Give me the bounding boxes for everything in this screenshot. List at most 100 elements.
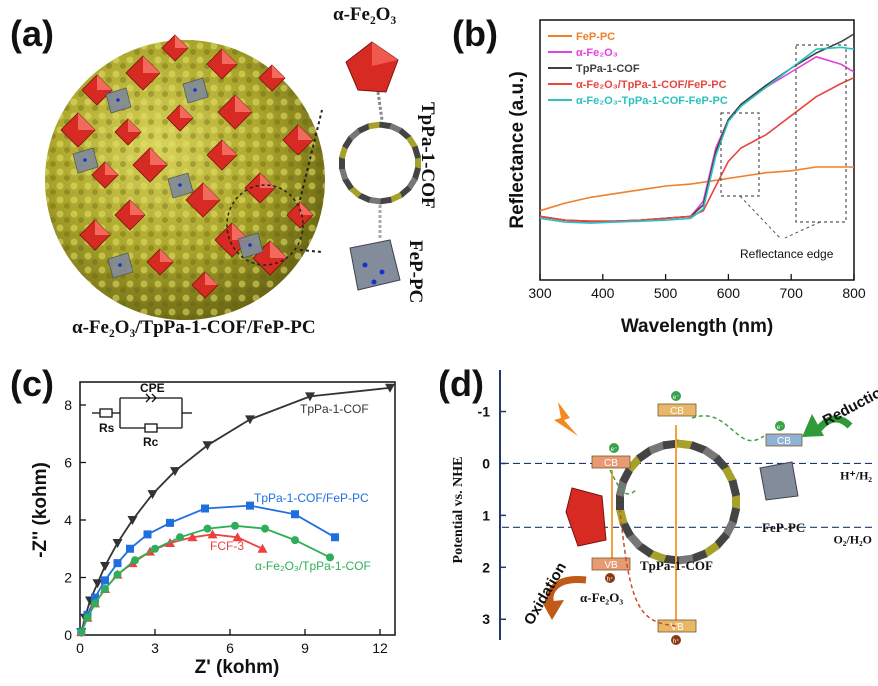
charge-carrier-icon bbox=[605, 573, 615, 583]
oxidation-arrowhead bbox=[542, 600, 564, 620]
chart-c-point bbox=[92, 579, 103, 589]
label-composite-a: α-Fe₂O₃/TpPa-1-COF/FeP-PC bbox=[72, 317, 316, 338]
cof-ring-unit bbox=[411, 167, 422, 181]
fe2o3-particle-highlight bbox=[260, 173, 275, 188]
chart-c-frame bbox=[79, 381, 396, 636]
chart-b-xtick-label: 500 bbox=[654, 285, 678, 301]
charge-carrier-label: h⁺ bbox=[607, 576, 614, 583]
panel-a: (a) α-Fe₂O₃ TpPa-1-COF FeP-PC α-Fe₂O₃/Tp… bbox=[0, 0, 440, 340]
panel-c-letter: (c) bbox=[10, 363, 54, 404]
chart-b-series bbox=[539, 33, 855, 224]
charge-carrier-icon bbox=[609, 443, 619, 453]
chart-c-point bbox=[246, 501, 254, 510]
chart-c-xtick-label: 12 bbox=[372, 640, 388, 656]
cof-ring-unit bbox=[722, 466, 737, 484]
potential-tick-label: 2 bbox=[482, 559, 490, 575]
fe2o3-particle-highlight bbox=[143, 56, 160, 73]
chart-b-series-line bbox=[539, 76, 855, 222]
chart-b-ylabel: Reflectance (a.u.) bbox=[507, 71, 528, 228]
panel-d-letter: (d) bbox=[440, 363, 484, 404]
cof-ring-unit bbox=[379, 196, 392, 205]
chart-c-point bbox=[101, 576, 109, 585]
zoom-line-bottom bbox=[299, 249, 323, 253]
fe2o3-vb-band bbox=[591, 557, 631, 571]
charge-carrier-icon bbox=[775, 421, 785, 431]
band-diagram: (d) -1 0 1 2 3 Potential vs. NHE H⁺/H₂ O₂/H₂O… bbox=[438, 363, 878, 645]
fep-particle-dot bbox=[193, 88, 197, 92]
electron-transfer-2 bbox=[691, 415, 765, 442]
chart-b-axis-ticks: 300 400 500 600 700 800 bbox=[528, 274, 866, 301]
fep-cube bbox=[349, 239, 401, 291]
cof-ring-unit bbox=[619, 520, 634, 538]
chart-b-legend: FeP-PC α-Fe₂O₃ TpPa-1-COF α-Fe₂O₃/TpPa-1-CO… bbox=[548, 31, 728, 107]
chart-b-xtick-label: 800 bbox=[842, 285, 866, 301]
chart-b-legend-label: TpPa-1-COF bbox=[576, 63, 640, 75]
fep-particle-dot bbox=[83, 158, 87, 162]
cof-ring-unit bbox=[342, 135, 354, 150]
fep-particle-d bbox=[759, 461, 799, 501]
series-label-tppa-fep: TpPa-1-COF/FeP-PC bbox=[254, 491, 369, 505]
cof-vb-label: VB bbox=[670, 622, 684, 633]
chart-c-point bbox=[305, 392, 315, 402]
circuit-cpe-symbol bbox=[145, 393, 157, 403]
chart-b-xtick-label: 400 bbox=[591, 285, 615, 301]
charge-carrier-icon bbox=[671, 391, 681, 401]
chart-b-legend-label: α-Fe₂O₃ bbox=[576, 47, 618, 59]
fe2o3-cb-label: CB bbox=[604, 458, 618, 469]
chart-b-legend-label: FeP-PC bbox=[576, 31, 615, 43]
chart-c-point bbox=[143, 530, 152, 539]
cof-ring-unit bbox=[636, 541, 654, 558]
fe2o3-particle-highlight bbox=[175, 35, 188, 48]
cof-ring-unit bbox=[338, 145, 349, 159]
cof-cb-band bbox=[657, 403, 697, 417]
cof-ring-unit bbox=[713, 531, 730, 550]
edge-arrow-1 bbox=[739, 195, 781, 239]
cof-ring-unit bbox=[676, 554, 694, 565]
chart-c-point bbox=[203, 524, 212, 533]
cof-ring-unit bbox=[348, 185, 362, 198]
chart-c-point bbox=[176, 533, 184, 542]
chart-c-point bbox=[91, 593, 99, 602]
fe2o3-particle-highlight bbox=[95, 220, 110, 235]
fe2o3-particle-highlight bbox=[130, 200, 145, 215]
cof-ring-unit bbox=[398, 128, 412, 141]
chart-c-point bbox=[207, 529, 218, 539]
cof-ring-unit bbox=[389, 192, 403, 203]
cof-ring-unit bbox=[616, 494, 624, 510]
chart-c-point bbox=[147, 490, 158, 500]
charge-carrier-label: e⁻ bbox=[611, 447, 618, 453]
label-fep-a: FeP-PC bbox=[405, 240, 426, 303]
chart-c-point bbox=[232, 532, 243, 542]
chart-c-point bbox=[113, 559, 122, 568]
chart-c-point bbox=[112, 539, 123, 548]
fep-dot-3 bbox=[371, 279, 377, 285]
chart-c-point bbox=[231, 521, 239, 530]
label-cof-a: TpPa-1-COF bbox=[417, 102, 438, 209]
redox-level-label: O₂/H₂O bbox=[833, 532, 872, 546]
chart-c-series-line bbox=[80, 386, 391, 633]
chart-b-frame bbox=[539, 19, 855, 281]
series-label-fcf3: FCF-3 bbox=[210, 539, 244, 553]
circuit-rc-resistor bbox=[144, 423, 158, 433]
reflectance-chart: (b) 300 400 500 600 700 800 Reflectance edge … bbox=[452, 13, 866, 337]
fep-dot-2 bbox=[379, 269, 385, 275]
edge-arrow-2 bbox=[784, 221, 821, 239]
chart-c-point bbox=[100, 562, 110, 571]
chart-c-ytick-label: 4 bbox=[64, 512, 72, 528]
cof-ring-unit bbox=[689, 441, 708, 455]
cof-ring-unit bbox=[619, 466, 634, 484]
fep-particle-dot bbox=[248, 243, 252, 247]
chart-c-point bbox=[245, 415, 255, 425]
potential-axis-label: Potential vs. NHE bbox=[451, 457, 466, 564]
chart-c-ylabel: -Z'' (kohm) bbox=[30, 462, 51, 558]
band-edges: CB VB CB VB CB e⁻ e⁻ e⁻ h⁺ h⁺ bbox=[591, 391, 803, 645]
cof-ring-unit bbox=[406, 135, 418, 150]
circuit-cpe-label: CPE bbox=[140, 381, 165, 395]
surface-particles bbox=[60, 34, 314, 299]
label-tppa-d: TpPa-1-COF bbox=[640, 558, 713, 573]
fe2o3-particle-highlight bbox=[272, 65, 285, 78]
cof-cb-label: CB bbox=[670, 406, 684, 417]
cof-ring-unit bbox=[626, 531, 643, 550]
fe2o3-particle-highlight bbox=[300, 202, 313, 215]
chart-c-point bbox=[326, 553, 334, 562]
